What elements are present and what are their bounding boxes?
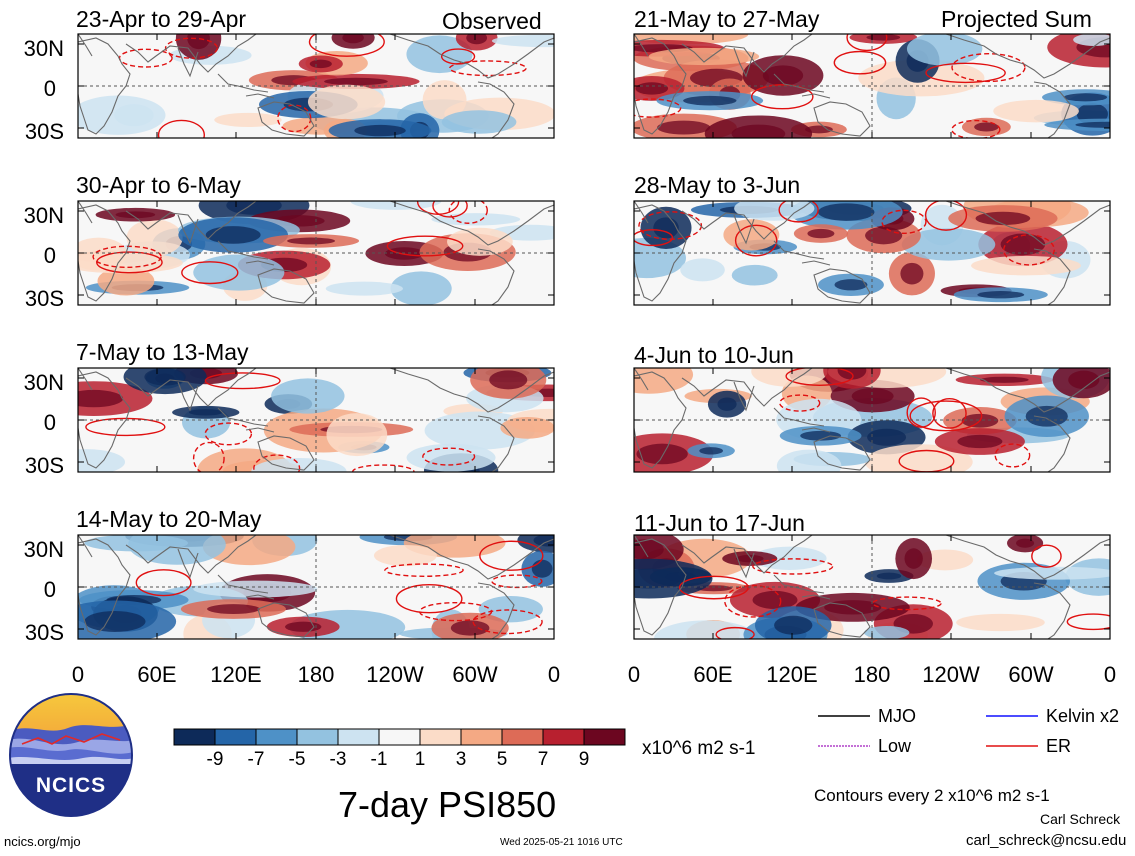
- legend-er-label: ER: [1046, 736, 1072, 756]
- colorbar-tick-label: 9: [578, 749, 590, 770]
- colorbar-tick-label: 5: [496, 749, 508, 770]
- ncics-logo-icon: NCICS: [9, 693, 133, 817]
- colorbar-swatch: [542, 728, 585, 746]
- lon-label: 120W: [366, 662, 424, 687]
- panel-title-6: 28-May to 3-Jun: [634, 172, 801, 198]
- lon-label: 180: [853, 662, 891, 687]
- map-panel-7: [633, 367, 1111, 473]
- colorbar-swatch: [296, 728, 339, 746]
- panel-title-3: 7-May to 13-May: [76, 339, 249, 365]
- map-panel-6: [633, 200, 1111, 306]
- lat-label-30n: 30N: [23, 537, 64, 562]
- logo-text: NCICS: [36, 774, 106, 797]
- map-panel-4: [77, 534, 555, 640]
- colorbar: [173, 728, 626, 746]
- colorbar-tick-label: 1: [414, 749, 426, 770]
- colorbar-tick-label: -9: [206, 749, 224, 770]
- colorbar-swatch: [173, 728, 216, 746]
- panel-title-2: 30-Apr to 6-May: [76, 172, 241, 198]
- colorbar-swatch: [214, 728, 257, 746]
- colorbar-swatch: [337, 728, 380, 746]
- map-panel-3: [77, 367, 555, 473]
- colorbar-swatch: [378, 728, 421, 746]
- lon-label: 180: [297, 662, 335, 687]
- lon-label: 120E: [210, 662, 262, 687]
- colorbar-tick-label: 3: [455, 749, 467, 770]
- map-panel-1: [77, 33, 555, 139]
- colorbar-swatch: [583, 728, 626, 746]
- lat-label-30s: 30S: [24, 453, 64, 478]
- lon-label: 60W: [1008, 662, 1054, 687]
- lon-label: 60E: [693, 662, 733, 687]
- lat-label-30s: 30S: [24, 620, 64, 645]
- legend-mjo-label: MJO: [878, 706, 916, 726]
- panel-title-1: 23-Apr to 29-Apr: [76, 6, 247, 32]
- colorbar-swatch: [255, 728, 298, 746]
- lon-label: 60W: [452, 662, 498, 687]
- colorbar-tick-label: -3: [329, 749, 347, 770]
- colorbar-units: x10^6 m2 s-1: [642, 738, 756, 759]
- legend: MJO Kelvin x2 Low ER: [814, 704, 1134, 764]
- projected-header: Projected Sum: [941, 6, 1092, 32]
- lon-label: 120E: [766, 662, 818, 687]
- footer-url[interactable]: ncics.org/mjo: [4, 834, 81, 849]
- contour-interval-note: Contours every 2 x10^6 m2 s-1: [814, 786, 1050, 805]
- panel-title-4: 14-May to 20-May: [76, 506, 262, 532]
- colorbar-tick-label: -7: [247, 749, 265, 770]
- lat-label-30s: 30S: [24, 286, 64, 311]
- lat-label-30n: 30N: [23, 203, 64, 228]
- colorbar-swatch: [460, 728, 503, 746]
- panel-title-7: 4-Jun to 10-Jun: [634, 342, 794, 368]
- lon-label: 0: [627, 662, 641, 687]
- lon-label: 120W: [922, 662, 980, 687]
- lat-label-30n: 30N: [23, 36, 64, 61]
- legend-low-label: Low: [878, 736, 912, 756]
- colorbar-swatch: [501, 728, 544, 746]
- lat-label-eq: 0: [43, 410, 56, 435]
- map-panel-5: [633, 33, 1111, 139]
- main-title: 7-day PSI850: [338, 784, 557, 825]
- legend-kelvin-label: Kelvin x2: [1046, 706, 1120, 726]
- lon-label: 60E: [137, 662, 177, 687]
- legend-lines: [818, 715, 1038, 747]
- lon-label: 0: [1103, 662, 1117, 687]
- panel-title-8: 11-Jun to 17-Jun: [634, 510, 805, 536]
- colorbar-tick-label: 7: [537, 749, 549, 770]
- lat-label-eq: 0: [43, 76, 56, 101]
- colorbar-tick-label: -1: [370, 749, 388, 770]
- lon-label: 0: [547, 662, 561, 687]
- footer-email[interactable]: carl_schreck@ncsu.edu: [966, 832, 1127, 849]
- ncics-logo: NCICS: [8, 692, 134, 818]
- map-panel-2: [77, 200, 555, 306]
- footer-timestamp: Wed 2025-05-21 1016 UTC: [500, 837, 623, 848]
- lat-label-eq: 0: [43, 243, 56, 268]
- lon-label: 0: [71, 662, 85, 687]
- observed-header: Observed: [442, 8, 542, 34]
- colorbar-tick-label: -5: [288, 749, 306, 770]
- lat-label-30n: 30N: [23, 370, 64, 395]
- map-panel-8: [633, 534, 1111, 640]
- lat-label-eq: 0: [43, 577, 56, 602]
- panel-title-5: 21-May to 27-May: [634, 6, 820, 32]
- colorbar-swatch: [419, 728, 462, 746]
- lat-label-30s: 30S: [24, 119, 64, 144]
- footer-author: Carl Schreck: [1040, 811, 1121, 827]
